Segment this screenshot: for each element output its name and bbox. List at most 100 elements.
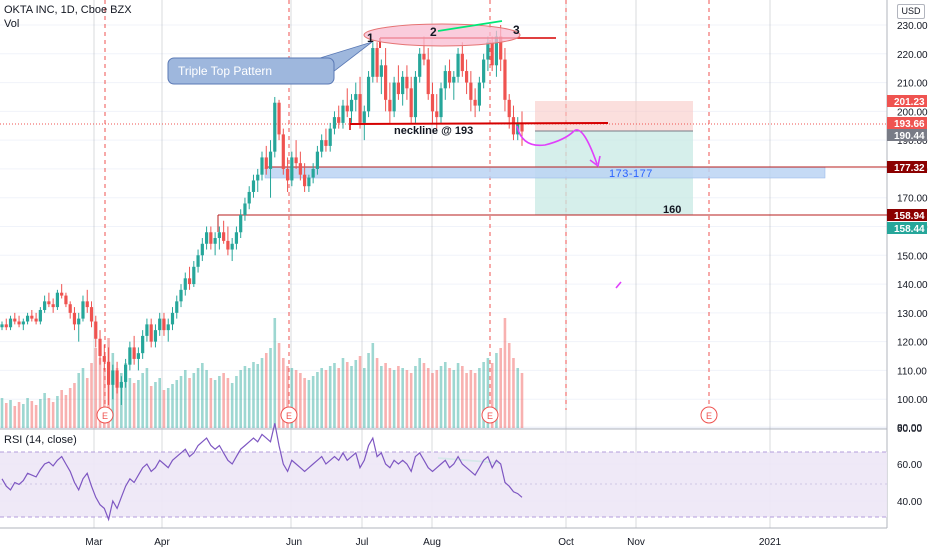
candle-body <box>490 42 494 66</box>
volume-bar <box>316 372 319 428</box>
price-divergence-line[interactable] <box>437 20 503 32</box>
candle-body <box>315 151 320 169</box>
candle-body <box>17 321 21 325</box>
volume-bar <box>397 366 400 428</box>
volume-bar <box>64 395 68 428</box>
symbol-title[interactable]: OKTA INC, 1D, Cboe BZX <box>4 4 132 16</box>
volume-bar <box>328 366 332 428</box>
rsi-label[interactable]: RSI (14, close) <box>4 434 77 446</box>
volume-bar <box>269 348 272 428</box>
price-tag-label: 158.94 <box>894 211 925 222</box>
candle-body <box>460 53 464 72</box>
candle-body <box>183 278 187 290</box>
candle-body <box>384 65 388 100</box>
candle-body <box>60 292 64 296</box>
earnings-marker-label: E <box>286 411 292 421</box>
candle-body <box>294 157 298 164</box>
volume-bar <box>516 368 520 428</box>
volume-bar <box>503 318 507 428</box>
volume-bar <box>222 373 225 428</box>
candle-body <box>8 318 13 328</box>
price-tick-label: 200.00 <box>897 107 928 118</box>
candlestick-series[interactable] <box>0 25 524 405</box>
volume-bar <box>124 363 127 428</box>
volume-bar <box>345 362 349 428</box>
volume-bar <box>30 401 34 428</box>
pattern-callout-box[interactable] <box>167 57 335 85</box>
time-axis[interactable]: Mar Apr Jun Jul Aug Oct Nov 2021 <box>85 537 781 548</box>
projection-path[interactable] <box>516 125 598 165</box>
candle-body <box>222 232 226 241</box>
candle-body <box>285 168 290 181</box>
price-tag <box>887 95 927 107</box>
time-tick-label: Jul <box>356 537 369 548</box>
volume-bar <box>439 366 443 428</box>
rsi-line[interactable] <box>1 423 523 522</box>
candle-body <box>349 99 354 112</box>
volume-bar <box>264 353 268 428</box>
neckline[interactable] <box>349 122 609 125</box>
time-tick-label: Mar <box>85 537 103 548</box>
volume-bar <box>418 358 422 428</box>
volume-bar <box>367 353 370 428</box>
support-zone[interactable] <box>264 166 826 179</box>
candle-body <box>507 99 511 118</box>
rsi-tick-label: 40.00 <box>897 497 922 508</box>
candle-body <box>141 335 145 354</box>
triple-top-highlight[interactable] <box>363 23 521 47</box>
candle-body <box>473 99 477 106</box>
volume-bar <box>183 370 187 428</box>
candle-body <box>405 76 409 89</box>
volume-bar <box>22 404 25 428</box>
candle-body <box>77 318 81 325</box>
volume-bar <box>452 370 456 428</box>
volume-bar <box>277 343 281 428</box>
earnings-marker-label: E <box>706 411 712 421</box>
volume-label[interactable]: Vol <box>4 18 20 30</box>
candle-body <box>13 318 17 322</box>
volume-bar <box>286 366 289 428</box>
price-tick-label: 120.00 <box>897 338 928 349</box>
risk-zone[interactable] <box>535 101 693 131</box>
candle-body <box>264 157 268 169</box>
candle-body <box>145 324 149 336</box>
candle-body <box>0 324 4 328</box>
currency-button[interactable]: USD <box>897 4 925 19</box>
volume-bar <box>201 363 204 428</box>
volume-bar <box>43 393 46 428</box>
volume-bar <box>94 348 98 428</box>
volume-bar <box>226 378 230 428</box>
volume-bar <box>448 368 451 428</box>
volume-bar <box>60 390 63 428</box>
price-tick-label: 150.00 <box>897 251 928 262</box>
candle-body <box>162 318 166 331</box>
volume-bar <box>478 368 481 428</box>
volume-bar <box>260 358 264 428</box>
candle-body <box>499 36 503 60</box>
rsi-axis[interactable]: 40.00 60.00 80.00 <box>897 423 922 508</box>
volume-bar <box>443 362 447 428</box>
volume-bar <box>196 368 200 428</box>
candle-body <box>89 307 94 322</box>
volume-bar <box>341 358 345 428</box>
candle-body <box>153 330 158 342</box>
volume-bar <box>85 378 89 428</box>
candle-body <box>98 338 102 357</box>
volume-bar <box>149 386 153 428</box>
volume-bar <box>137 380 140 428</box>
volume-bar <box>239 370 242 428</box>
candle-body <box>68 304 72 313</box>
candle-body <box>187 278 192 285</box>
candle-body <box>469 82 473 100</box>
volume-bar <box>0 398 4 428</box>
candle-body <box>456 53 460 77</box>
volume-bar <box>77 373 81 428</box>
candle-body <box>464 71 469 83</box>
candle-body <box>239 214 243 233</box>
candle-body <box>38 309 42 322</box>
volume-bar <box>380 366 383 428</box>
candle-body <box>124 364 128 382</box>
volume-bar <box>188 378 191 428</box>
